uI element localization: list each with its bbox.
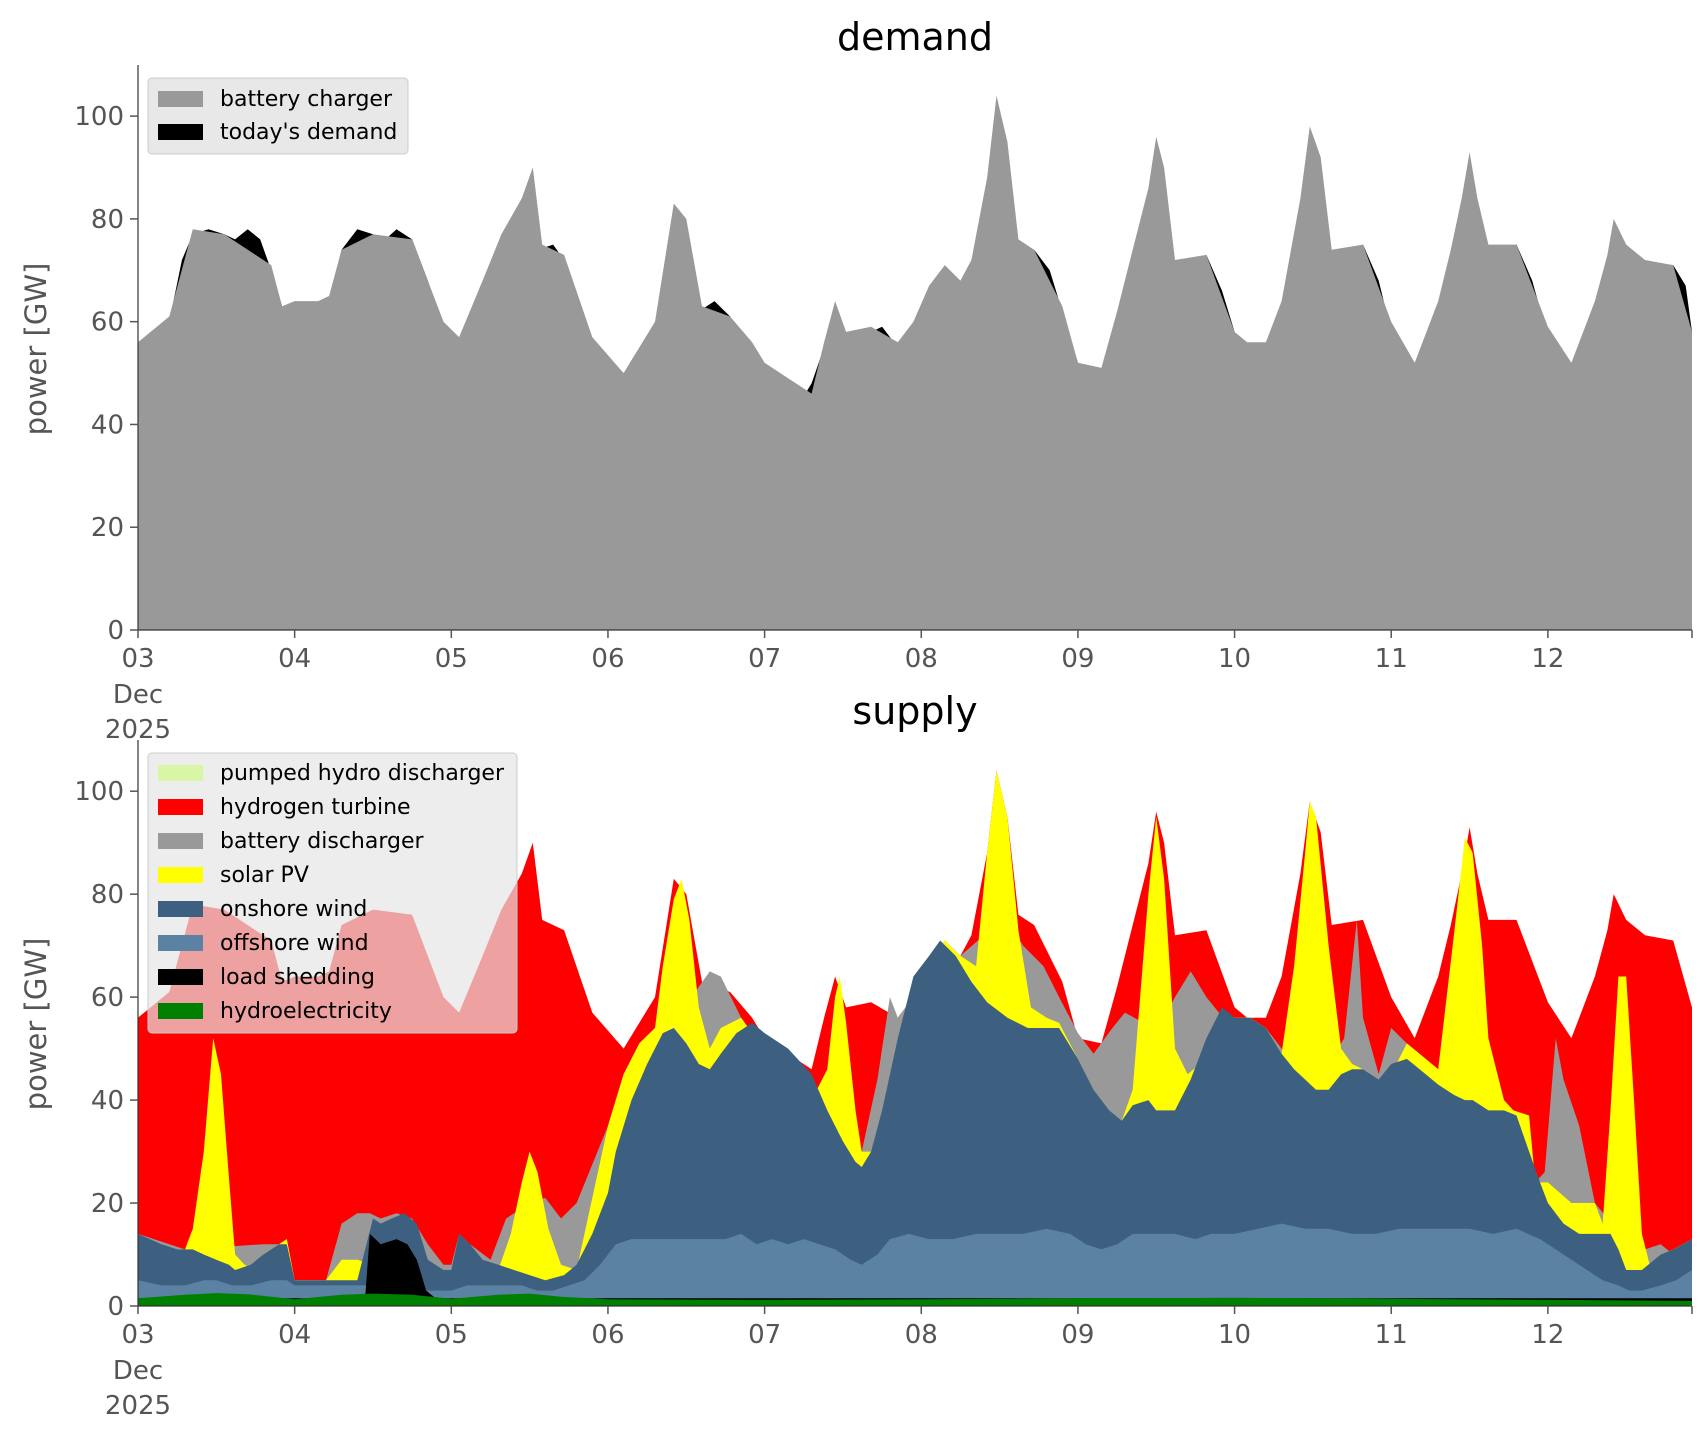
demand-y-tick-label: 100 bbox=[74, 102, 124, 132]
demand-x-tick-label: 07 bbox=[748, 644, 781, 674]
supply-title: supply bbox=[852, 689, 977, 733]
demand-area-layers bbox=[138, 95, 1692, 631]
demand-x-tick-label: 11 bbox=[1375, 644, 1408, 674]
supply-x-tick-label: 06 bbox=[591, 1320, 624, 1350]
supply-x-tick-sublabel: Dec bbox=[113, 1356, 163, 1386]
demand-x-tick-label: 10 bbox=[1218, 644, 1251, 674]
demand-legend-swatch-battery-charger bbox=[158, 91, 203, 107]
demand-x-tick-label: 05 bbox=[435, 644, 468, 674]
demand-panel: demand power [GW] 02040608010003Dec20250… bbox=[19, 15, 1693, 745]
supply-y-tick-label: 20 bbox=[91, 1189, 124, 1219]
demand-title: demand bbox=[837, 15, 993, 59]
demand-x-tick-label: 04 bbox=[278, 644, 311, 674]
supply-x-tick-label: 10 bbox=[1218, 1320, 1251, 1350]
supply-x-tick-label: 07 bbox=[748, 1320, 781, 1350]
supply-y-tick-label: 80 bbox=[91, 880, 124, 910]
supply-legend-box bbox=[147, 752, 518, 1034]
supply-x-tick-label: 11 bbox=[1375, 1320, 1408, 1350]
supply-legend-label-solar-pv: solar PV bbox=[220, 863, 309, 888]
supply-legend-swatch-load-shedding bbox=[158, 969, 203, 985]
demand-y-tick-label: 20 bbox=[91, 513, 124, 543]
supply-legend-label-pumped-hydro: pumped hydro discharger bbox=[220, 761, 505, 786]
supply-x-tick-label: 09 bbox=[1061, 1320, 1094, 1350]
supply-legend-label-onshore-wind: onshore wind bbox=[220, 897, 367, 922]
supply-legend-label-hydrogen-turbine: hydrogen turbine bbox=[220, 795, 411, 820]
demand-y-tick-label: 80 bbox=[91, 205, 124, 235]
supply-legend-label-offshore-wind: offshore wind bbox=[220, 931, 369, 956]
supply-area-load-shedding bbox=[138, 1233, 1692, 1306]
supply-area-hydroelectricity bbox=[138, 1293, 1692, 1306]
demand-y-tick-label: 40 bbox=[91, 410, 124, 440]
supply-legend-label-load-shedding: load shedding bbox=[220, 965, 375, 990]
demand-legend-swatch-todays-demand bbox=[158, 124, 203, 140]
supply-legend-swatch-battery-discharger bbox=[158, 833, 203, 849]
supply-y-tick-label: 100 bbox=[74, 777, 124, 807]
demand-legend: battery charger today's demand bbox=[147, 77, 409, 155]
demand-x-tick-label: 09 bbox=[1061, 644, 1094, 674]
supply-legend-swatch-offshore-wind bbox=[158, 935, 203, 951]
demand-x-tick-label: 12 bbox=[1531, 644, 1564, 674]
demand-legend-label-todays-demand: today's demand bbox=[220, 120, 397, 145]
supply-x-tick-label: 03 bbox=[121, 1320, 154, 1350]
supply-x-tick-label: 12 bbox=[1531, 1320, 1564, 1350]
supply-y-tick-label: 60 bbox=[91, 983, 124, 1013]
demand-legend-box bbox=[147, 77, 409, 155]
supply-legend-swatch-solar-pv bbox=[158, 867, 203, 883]
supply-legend-label-hydroelectricity: hydroelectricity bbox=[220, 999, 392, 1024]
supply-y-tick-label: 40 bbox=[91, 1086, 124, 1116]
supply-legend-swatch-onshore-wind bbox=[158, 901, 203, 917]
supply-axes: 0 20 40 60 80 100 03 Dec 2025 04 05 06 07 08 09 10 11 12 bbox=[74, 740, 1693, 1421]
supply-legend-label-battery-discharger: battery discharger bbox=[220, 829, 425, 854]
supply-panel: supply power [GW] 02040608010003Dec20250… bbox=[19, 689, 1693, 1421]
supply-legend: pumped hydro discharger hydrogen turbine… bbox=[147, 752, 518, 1034]
demand-x-tick-label: 08 bbox=[905, 644, 938, 674]
supply-area-offshore-wind bbox=[138, 1223, 1692, 1306]
supply-y-axis-label: power [GW] bbox=[19, 938, 53, 1111]
demand-area-battery-charger bbox=[138, 95, 1692, 631]
demand-y-tick-label: 60 bbox=[91, 308, 124, 338]
supply-legend-swatch-hydroelectricity bbox=[158, 1003, 203, 1019]
demand-x-tick-label: 03 bbox=[121, 644, 154, 674]
supply-x-tick-sublabel: 2025 bbox=[105, 1391, 171, 1421]
supply-legend-swatch-hydrogen-turbine bbox=[158, 799, 203, 815]
supply-y-tick-label: 0 bbox=[107, 1292, 124, 1322]
supply-area-layers bbox=[138, 770, 1692, 1306]
demand-legend-label-battery-charger: battery charger bbox=[220, 87, 393, 112]
supply-x-tick-label: 08 bbox=[905, 1320, 938, 1350]
supply-x-tick-label: 05 bbox=[435, 1320, 468, 1350]
supply-x-tick-label: 04 bbox=[278, 1320, 311, 1350]
demand-x-tick-label: 06 bbox=[591, 644, 624, 674]
demand-x-tick-sublabel: Dec bbox=[113, 680, 163, 710]
supply-legend-swatch-pumped-hydro bbox=[158, 765, 203, 781]
demand-y-tick-label: 0 bbox=[107, 616, 124, 646]
supply-area-onshore-wind bbox=[138, 940, 1692, 1306]
demand-y-axis-label: power [GW] bbox=[19, 263, 53, 436]
